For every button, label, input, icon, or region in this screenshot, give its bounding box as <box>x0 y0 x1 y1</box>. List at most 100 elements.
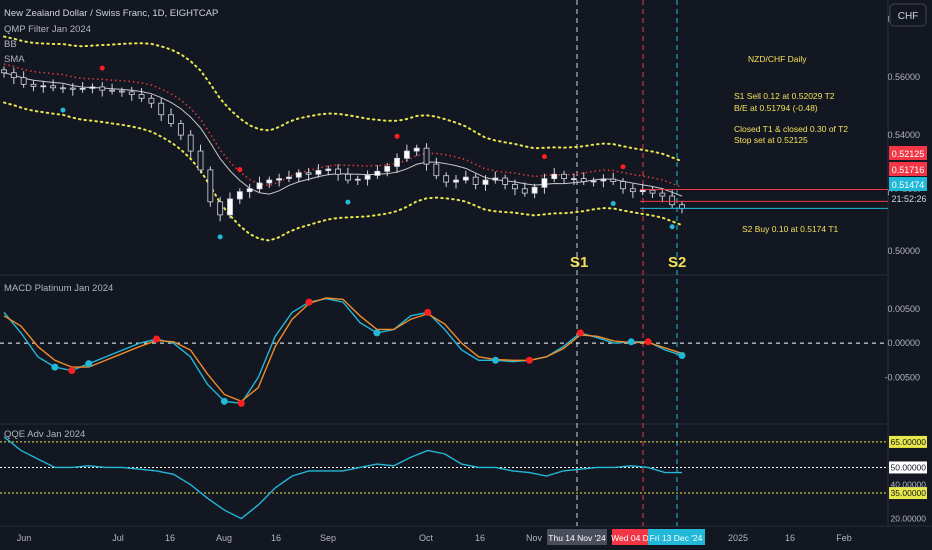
price-levels <box>640 188 888 209</box>
marker-s2: S2 <box>668 254 686 271</box>
candle <box>580 172 587 185</box>
candle <box>246 183 253 199</box>
qqe-axis-badge <box>889 487 927 500</box>
time-highlight-3-bg <box>648 529 705 545</box>
badge-last-bg <box>889 177 927 191</box>
candle <box>551 167 558 183</box>
candle <box>325 165 332 176</box>
qqe-line <box>3 436 682 520</box>
candle <box>384 162 391 177</box>
candle <box>40 80 47 93</box>
qqe-axis-badge <box>889 435 927 448</box>
candle <box>669 189 676 209</box>
badge-countdown: 21:52:26 <box>891 194 926 204</box>
time-axis-label: 16 <box>271 533 281 543</box>
candle <box>423 143 430 171</box>
candle <box>512 179 518 196</box>
badge-last: 0.51474 <box>892 180 925 190</box>
time-axis-label: Nov <box>526 533 543 543</box>
time-axis-label: 2025 <box>728 533 748 543</box>
signal-dot <box>345 199 351 205</box>
price-axis-tick: 0.56000 <box>887 72 920 82</box>
qqe-axis-badge <box>889 461 927 474</box>
candle <box>502 174 509 190</box>
macd-line <box>3 297 683 405</box>
macd-signal-dot <box>153 335 161 343</box>
macd-signal-dot <box>525 356 533 364</box>
time-axis-label: 16 <box>475 533 485 543</box>
sma-line <box>3 72 683 197</box>
qqe-axis-tick: 40.00000 <box>891 480 927 490</box>
candle <box>679 201 685 214</box>
candle <box>138 88 145 102</box>
macd-signal-dot <box>68 367 76 375</box>
macd-signal-dot <box>373 329 381 337</box>
time-axis-label: 16 <box>165 533 175 543</box>
candle <box>315 164 322 178</box>
candle <box>453 175 459 189</box>
marker-s1: S1 <box>570 254 588 271</box>
candle <box>79 82 86 93</box>
time-axis-label: Aug <box>216 533 232 543</box>
badge-level2-bg <box>889 162 927 176</box>
macd-signal-dot <box>220 397 228 405</box>
badge-stop-bg <box>889 146 927 160</box>
signal-dot <box>620 164 626 170</box>
time-highlight-3: Fri 13 Dec '24 <box>650 533 703 543</box>
macd-signal-dot <box>305 298 313 306</box>
candle <box>128 86 135 101</box>
signal-dot <box>394 133 400 139</box>
macd-signal-dot <box>237 399 245 407</box>
candle <box>158 98 165 122</box>
time-axis-label: Jul <box>112 533 124 543</box>
candle <box>236 188 243 204</box>
signal-vertical-lines <box>576 0 678 526</box>
candle <box>541 173 548 194</box>
candle <box>1 66 7 78</box>
candle <box>610 172 617 185</box>
candle <box>354 175 361 185</box>
macd-axis-tick: 0.00000 <box>887 338 920 348</box>
candle <box>99 82 106 97</box>
candle <box>649 186 656 199</box>
time-axis-label: 16 <box>785 533 795 543</box>
macd-title: MACD Platinum Jan 2024 <box>4 283 113 294</box>
candle <box>148 94 155 109</box>
candle <box>374 164 381 179</box>
time-highlight-1-bg <box>547 529 607 545</box>
signal-dot <box>60 107 66 113</box>
candle <box>217 196 224 222</box>
bb-upper <box>3 35 683 163</box>
indicator-label-sma[interactable]: SMA <box>4 54 25 65</box>
candle <box>197 144 204 174</box>
macd-signal-dot <box>51 363 59 371</box>
note-closed-line2: Stop set at 0.52125 <box>734 135 808 145</box>
indicator-label-qmp[interactable]: QMP Filter Jan 2024 <box>4 24 91 35</box>
candle <box>403 144 410 162</box>
sma-series <box>3 72 683 197</box>
signal-dot <box>669 224 675 230</box>
indicator-label-bb[interactable]: BB <box>4 39 17 50</box>
note-title: NZD/CHF Daily <box>748 54 807 64</box>
candle <box>472 173 479 190</box>
signal-dot <box>610 201 616 207</box>
signal-dots <box>60 65 675 240</box>
currency-button[interactable] <box>889 3 927 27</box>
candle <box>364 170 371 186</box>
candle <box>187 130 194 158</box>
candle <box>168 108 174 127</box>
candle <box>413 144 420 156</box>
candle <box>177 120 184 141</box>
candle <box>443 172 450 188</box>
candle <box>89 83 96 94</box>
qqe-axis-tick: 35.00000 <box>891 488 927 498</box>
candle <box>492 171 499 184</box>
candle <box>69 83 76 96</box>
qqe-title: QQE Adv Jan 2024 <box>4 429 85 440</box>
candle <box>119 87 125 97</box>
candle <box>295 169 302 183</box>
candle <box>10 67 17 85</box>
note-closed-line1: Closed T1 & closed 0.30 of T2 <box>734 124 848 134</box>
macd-panel <box>0 297 888 407</box>
